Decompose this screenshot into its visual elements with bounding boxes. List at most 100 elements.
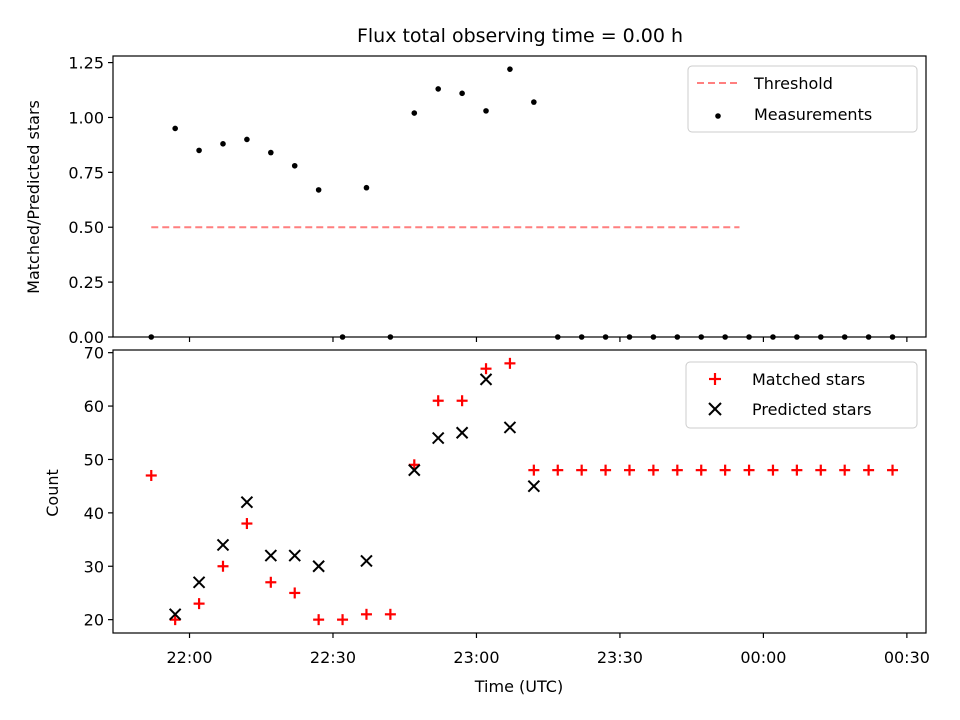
matched-star-marker [169, 614, 181, 626]
predicted-star-marker [503, 421, 517, 434]
matched-star-marker [863, 464, 875, 476]
legend-predicted-label: Predicted stars [752, 400, 872, 419]
matched-star-marker [839, 464, 851, 476]
predicted-star-marker [168, 608, 182, 621]
legend-measurements-label: Measurements [754, 105, 872, 124]
bottom-legend: Matched stars Predicted stars [685, 361, 918, 429]
legend-measurements-swatch [715, 113, 721, 119]
top-y-tick-label: 0.50 [68, 218, 104, 237]
legend-matched-label: Matched stars [752, 370, 865, 389]
measurement-point [244, 136, 250, 143]
matched-star-marker [456, 395, 468, 407]
matched-star-marker [193, 598, 205, 610]
x-tick-label: 22:00 [166, 648, 212, 667]
matched-star-marker [887, 464, 899, 476]
matched-star-marker [313, 614, 325, 626]
top-axes-frame [112, 55, 927, 338]
top-x-axis-ticks [188, 337, 908, 342]
bottom-y-tick-label: 50 [84, 450, 104, 469]
top-y-tick-label: 0.25 [68, 273, 104, 292]
measurement-point [507, 66, 513, 72]
predicted-star-marker [360, 554, 373, 568]
top-y-tick-label: 1.00 [68, 108, 104, 127]
predicted-star-marker [479, 373, 493, 386]
measurement-point [411, 110, 418, 116]
chart-title: Flux total observing time = 0.00 h [357, 25, 683, 47]
matched-star-marker [743, 464, 755, 476]
top-legend: Threshold Measurements [687, 65, 918, 133]
predicted-star-marker [455, 426, 469, 439]
bottom-y-tick-label: 70 [84, 344, 104, 363]
matched-star-marker [695, 464, 707, 476]
predicted-star-marker [240, 495, 254, 509]
measurement-point [459, 90, 465, 97]
bottom-plot-marks [145, 357, 899, 626]
predicted-star-marker [192, 576, 206, 589]
top-y-tick-label: 0.00 [68, 328, 104, 347]
matched-star-marker [337, 614, 349, 626]
matched-star-marker [265, 576, 277, 588]
matched-star-marker [671, 464, 683, 476]
x-tick-label: 00:00 [740, 648, 786, 667]
bottom-y-tick-label: 30 [84, 557, 104, 576]
matched-star-marker [791, 464, 803, 476]
top-y-axis-label: Matched/Predicted stars [24, 100, 43, 294]
matched-star-marker [767, 464, 779, 476]
matched-star-marker [480, 363, 492, 375]
measurement-point [291, 162, 298, 169]
predicted-star-marker [264, 549, 278, 562]
x-tick-label: 23:30 [597, 648, 643, 667]
measurement-point [196, 147, 202, 154]
measurement-point [268, 149, 274, 156]
matched-star-marker [647, 464, 659, 476]
predicted-star-marker [312, 560, 325, 573]
predicted-star-marker [527, 479, 541, 493]
predicted-star-marker [288, 549, 301, 562]
bottom-y-tick-label: 40 [84, 504, 104, 523]
bottom-panel: 20 30 40 50 60 70 22:00 22:30 23:00 23:30 00:00 00… [43, 344, 930, 696]
matched-star-marker [623, 464, 635, 476]
matched-star-marker [576, 464, 588, 476]
bottom-y-axis-label: Count [43, 469, 62, 517]
top-y-axis: 0.00 0.25 0.50 0.75 1.00 1.25 [68, 54, 113, 347]
matched-star-marker [217, 560, 229, 572]
matched-star-marker [815, 464, 827, 476]
bottom-y-tick-label: 20 [84, 611, 104, 630]
legend-matched-swatch [709, 373, 721, 385]
top-y-tick-label: 0.75 [68, 163, 104, 182]
legend-predicted-swatch [708, 402, 722, 416]
x-tick-label: 23:00 [453, 648, 499, 667]
top-y-tick-label: 1.25 [68, 54, 104, 73]
matched-star-marker [504, 357, 516, 369]
bottom-axes-frame [112, 349, 927, 634]
predicted-star-marker [408, 463, 421, 477]
x-tick-label: 22:30 [310, 648, 356, 667]
matched-star-marker [241, 518, 253, 530]
bottom-y-tick-label: 60 [84, 397, 104, 416]
legend-threshold-label: Threshold [753, 74, 833, 93]
top-panel: 0.00 0.25 0.50 0.75 1.00 1.25 Matched/Predict… [24, 54, 927, 347]
matched-star-marker [528, 464, 540, 476]
matched-star-marker [384, 608, 396, 620]
bottom-y-axis: 20 30 40 50 60 70 [84, 344, 113, 630]
measurement-point [435, 86, 442, 92]
matched-star-marker [408, 459, 420, 471]
measurement-point [363, 184, 370, 191]
matched-star-marker [145, 469, 157, 481]
predicted-star-marker [431, 431, 445, 445]
matched-star-marker [719, 464, 731, 476]
matched-star-marker [432, 395, 444, 407]
bottom-x-axis: 22:00 22:30 23:00 23:30 00:00 00:30 [166, 633, 930, 667]
measurement-point [531, 99, 537, 105]
measurement-point [220, 141, 226, 147]
measurement-point [483, 108, 489, 114]
measurement-point [315, 187, 322, 193]
matched-star-marker [289, 587, 301, 599]
measurement-point [172, 125, 178, 132]
matched-star-marker [600, 464, 612, 476]
matched-star-marker [552, 464, 564, 476]
x-tick-label: 00:30 [884, 648, 930, 667]
predicted-star-marker [216, 538, 230, 552]
x-axis-label: Time (UTC) [474, 677, 563, 696]
